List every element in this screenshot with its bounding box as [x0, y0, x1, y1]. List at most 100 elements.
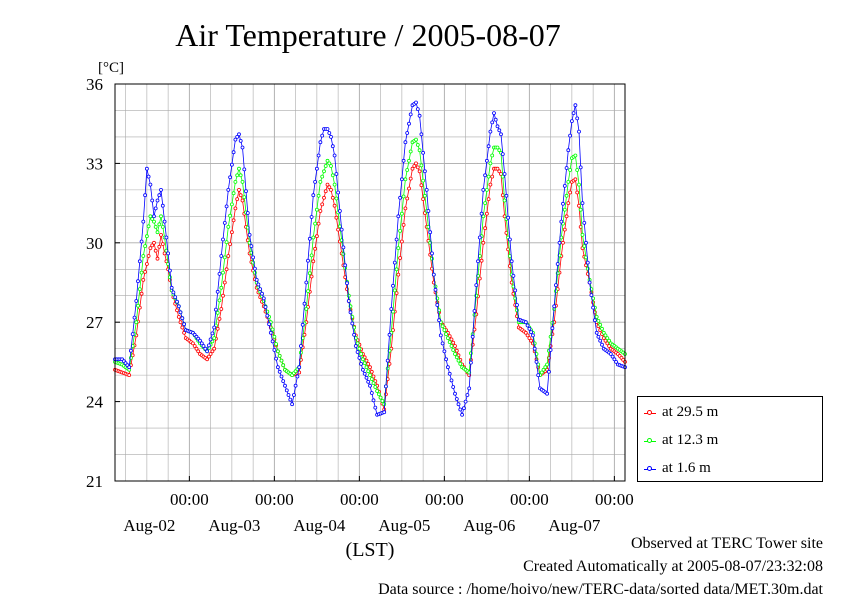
- data-point: [346, 299, 351, 303]
- data-point: [571, 111, 576, 115]
- data-point: [575, 116, 580, 121]
- data-point: [385, 358, 390, 363]
- data-point: [325, 158, 330, 163]
- data-point: [451, 340, 456, 345]
- data-point: [348, 310, 353, 315]
- data-point: [447, 371, 452, 376]
- data-point: [277, 369, 282, 374]
- data-point: [608, 352, 613, 356]
- data-point: [382, 402, 387, 407]
- data-point: [318, 209, 323, 213]
- data-point: [176, 304, 181, 309]
- data-point: [442, 349, 447, 354]
- data-point: [222, 280, 227, 285]
- footer-created: Created Automatically at 2005-08-07/23:3…: [523, 558, 823, 575]
- data-point: [362, 371, 367, 376]
- data-point: [364, 375, 369, 380]
- data-point: [180, 325, 185, 330]
- data-point: [355, 341, 360, 346]
- y-tick-label: 36: [86, 75, 103, 94]
- data-point: [212, 346, 217, 351]
- data-point: [332, 153, 337, 158]
- data-point: [403, 206, 408, 211]
- data-point: [360, 357, 365, 362]
- data-point: [148, 182, 153, 187]
- data-point: [577, 182, 581, 187]
- data-point: [585, 260, 590, 265]
- legend-label: at 29.5 m: [662, 404, 719, 420]
- data-point: [350, 321, 355, 326]
- data-point: [251, 255, 256, 260]
- data-point: [371, 381, 376, 386]
- data-point: [476, 259, 480, 264]
- data-point: [219, 285, 224, 290]
- data-point: [424, 187, 429, 192]
- data-point: [309, 274, 314, 279]
- data-point: [353, 344, 358, 348]
- data-point: [387, 332, 392, 337]
- data-point: [233, 179, 238, 184]
- data-point: [401, 222, 406, 227]
- data-point: [419, 183, 424, 188]
- data-point: [320, 133, 325, 138]
- data-point: [488, 129, 493, 134]
- data-point: [352, 332, 357, 337]
- data-point: [316, 221, 321, 226]
- data-point: [330, 173, 335, 178]
- data-point: [481, 240, 486, 245]
- data-point: [334, 172, 339, 176]
- data-point: [412, 164, 417, 168]
- data-point: [256, 282, 261, 287]
- data-point: [415, 142, 420, 147]
- data-point: [392, 260, 397, 265]
- data-point: [382, 410, 387, 415]
- x-tick-time: 00:00: [170, 490, 209, 509]
- data-point: [449, 337, 454, 342]
- data-point: [314, 234, 319, 239]
- data-point: [210, 349, 215, 354]
- data-point: [369, 391, 374, 395]
- data-point: [221, 270, 225, 275]
- data-point: [575, 168, 580, 172]
- data-point: [261, 296, 266, 301]
- data-point: [293, 383, 298, 388]
- data-point: [398, 228, 403, 233]
- y-tick-label: 33: [86, 154, 103, 173]
- data-point: [226, 254, 231, 258]
- data-point: [171, 290, 176, 295]
- data-point: [483, 173, 488, 178]
- data-point: [383, 384, 388, 389]
- data-point: [596, 318, 601, 323]
- data-point: [245, 211, 250, 215]
- data-point: [598, 322, 603, 327]
- data-point: [552, 304, 557, 309]
- data-point: [600, 342, 604, 347]
- data-point: [217, 298, 222, 303]
- data-point: [313, 221, 318, 226]
- data-point: [332, 203, 337, 208]
- data-point: [141, 219, 146, 224]
- data-point: [309, 215, 314, 219]
- data-point: [258, 287, 263, 292]
- data-point: [378, 395, 383, 400]
- data-point: [219, 307, 224, 311]
- data-point: [408, 176, 413, 181]
- data-point: [463, 399, 468, 404]
- data-point: [279, 358, 284, 363]
- data-point: [437, 318, 442, 323]
- data-point: [254, 277, 259, 282]
- x-tick-time: 00:00: [425, 490, 464, 509]
- chart-title: Air Temperature / 2005-08-07: [175, 17, 561, 53]
- data-point: [153, 248, 158, 253]
- data-point: [217, 271, 222, 276]
- data-point: [144, 262, 149, 266]
- data-point: [534, 359, 539, 364]
- data-point: [137, 259, 142, 264]
- x-tick-date: Aug-04: [293, 516, 345, 535]
- data-point: [215, 326, 220, 331]
- data-point: [428, 230, 433, 235]
- data-point: [525, 323, 530, 328]
- data-point: [162, 219, 167, 224]
- data-point: [228, 213, 233, 218]
